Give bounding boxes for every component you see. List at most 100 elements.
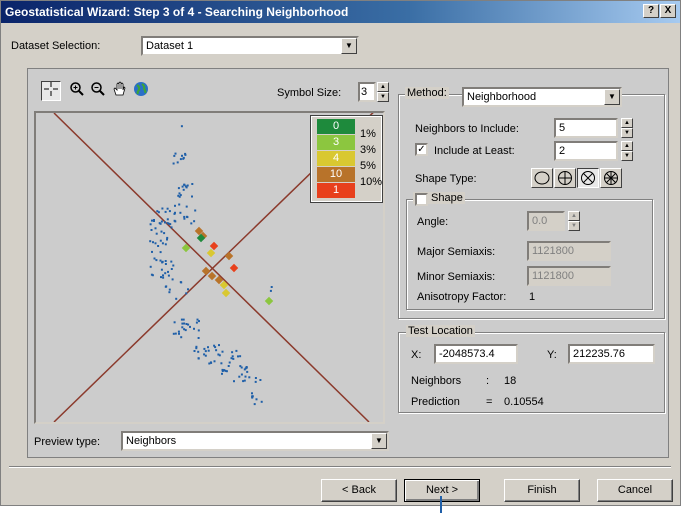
minor-semiaxis-input[interactable]: 1121800 bbox=[527, 266, 611, 286]
sample-point bbox=[149, 265, 152, 268]
chevron-down-icon[interactable]: ▼ bbox=[341, 38, 357, 54]
sample-point bbox=[178, 195, 181, 198]
include-least-checkbox[interactable]: ✓ bbox=[415, 143, 428, 156]
chevron-down-icon[interactable]: ▼ bbox=[604, 89, 620, 105]
sample-point bbox=[153, 219, 155, 221]
zoom-in-icon[interactable] bbox=[67, 81, 87, 101]
major-semiaxis-input[interactable]: 1121800 bbox=[527, 241, 611, 261]
select-icon[interactable] bbox=[41, 81, 61, 101]
sample-point bbox=[213, 344, 216, 347]
sample-point bbox=[183, 217, 186, 220]
next-button[interactable]: Next > bbox=[404, 479, 480, 502]
sample-point bbox=[164, 243, 167, 246]
sample-point bbox=[164, 272, 167, 275]
shape-checkbox[interactable] bbox=[415, 193, 428, 206]
sample-point bbox=[269, 289, 272, 292]
sample-point bbox=[178, 203, 181, 206]
sample-point bbox=[167, 274, 170, 277]
include-least-down[interactable]: ▼ bbox=[621, 151, 633, 161]
sample-point bbox=[197, 350, 200, 353]
sample-point bbox=[172, 264, 175, 267]
angle-input[interactable]: 0.0 bbox=[527, 211, 565, 231]
sample-point bbox=[185, 186, 188, 189]
sample-point bbox=[245, 366, 248, 368]
sample-point bbox=[193, 220, 196, 223]
sample-point bbox=[221, 368, 224, 371]
sample-point bbox=[166, 238, 168, 241]
sample-point bbox=[166, 218, 169, 221]
sample-point bbox=[248, 376, 251, 379]
y-input[interactable]: 212235.76 bbox=[568, 344, 655, 364]
cancel-button[interactable]: Cancel bbox=[597, 479, 673, 502]
zoom-out-icon[interactable] bbox=[88, 81, 108, 101]
x-input[interactable]: -2048573.4 bbox=[434, 344, 518, 364]
shape-type-label: Shape Type: bbox=[415, 173, 477, 185]
sample-point bbox=[179, 194, 182, 197]
sample-point bbox=[184, 185, 187, 188]
include-least-input[interactable]: 2 bbox=[554, 141, 618, 161]
sample-point bbox=[221, 372, 223, 375]
include-least-up[interactable]: ▲ bbox=[621, 141, 633, 151]
sample-point bbox=[155, 232, 158, 235]
sample-point bbox=[168, 222, 170, 225]
sample-point bbox=[185, 215, 188, 218]
neighbors-include-down[interactable]: ▼ bbox=[621, 128, 633, 138]
sector8-icon[interactable] bbox=[600, 168, 622, 188]
angle-up[interactable]: ▲ bbox=[568, 211, 580, 221]
help-button[interactable]: ? bbox=[643, 4, 659, 18]
sample-point bbox=[159, 251, 162, 254]
pan-icon[interactable] bbox=[109, 81, 129, 101]
close-button[interactable]: X bbox=[660, 4, 676, 18]
sample-point bbox=[157, 211, 160, 214]
sample-point bbox=[157, 245, 160, 247]
x-value: -2048573.4 bbox=[439, 348, 495, 360]
sample-point bbox=[218, 344, 220, 347]
back-button[interactable]: < Back bbox=[321, 479, 397, 502]
neighbor-point bbox=[221, 288, 231, 298]
anisotropy-value: 1 bbox=[529, 291, 536, 303]
neighbors-include-value: 5 bbox=[559, 122, 566, 134]
legend-swatch-2: 4 bbox=[317, 151, 355, 166]
method-combo[interactable]: Neighborhood ▼ bbox=[462, 87, 622, 107]
sample-point bbox=[197, 357, 200, 360]
sample-point bbox=[213, 360, 216, 363]
neighbors-include-input[interactable]: 5 bbox=[554, 118, 618, 138]
ellipse-icon[interactable] bbox=[531, 168, 553, 188]
quadrant4-icon[interactable] bbox=[554, 168, 576, 188]
symbol-size-down[interactable]: ▼ bbox=[377, 92, 389, 102]
neighbors-include-up[interactable]: ▲ bbox=[621, 118, 633, 128]
angle-down[interactable]: ▼ bbox=[568, 221, 580, 231]
legend-percent-0: 1% bbox=[360, 128, 376, 140]
sample-point bbox=[255, 398, 258, 401]
sample-point bbox=[177, 187, 180, 190]
sample-point bbox=[163, 232, 166, 235]
finish-button[interactable]: Finish bbox=[504, 479, 580, 502]
sample-point bbox=[185, 205, 188, 208]
sample-point bbox=[193, 350, 196, 352]
sample-point bbox=[221, 350, 224, 353]
quadrant4-rotated-icon[interactable] bbox=[577, 168, 599, 188]
sample-point bbox=[177, 194, 180, 197]
symbol-size-input[interactable]: 3 bbox=[358, 82, 376, 102]
symbol-size-up[interactable]: ▲ bbox=[377, 82, 389, 92]
legend-swatch-1: 3 bbox=[317, 135, 355, 150]
sample-point bbox=[194, 209, 197, 212]
neighbor-point bbox=[214, 275, 224, 285]
sample-point bbox=[184, 329, 187, 332]
method-value: Neighborhood bbox=[467, 91, 537, 103]
neighbors-count-label: Neighbors bbox=[411, 375, 462, 387]
sample-point bbox=[180, 318, 183, 321]
sample-point bbox=[166, 222, 169, 225]
preview-type-combo[interactable]: Neighbors ▼ bbox=[121, 431, 389, 451]
sample-point bbox=[164, 210, 167, 213]
sample-point bbox=[173, 154, 176, 157]
sample-point bbox=[251, 395, 254, 398]
sample-point bbox=[227, 365, 230, 367]
dataset-combo[interactable]: Dataset 1 ▼ bbox=[141, 36, 359, 56]
sample-point bbox=[172, 332, 175, 335]
chevron-down-icon[interactable]: ▼ bbox=[371, 433, 387, 449]
globe-icon[interactable] bbox=[131, 81, 151, 101]
sample-point bbox=[217, 353, 220, 356]
sample-point bbox=[178, 332, 180, 335]
sample-point bbox=[198, 320, 200, 323]
